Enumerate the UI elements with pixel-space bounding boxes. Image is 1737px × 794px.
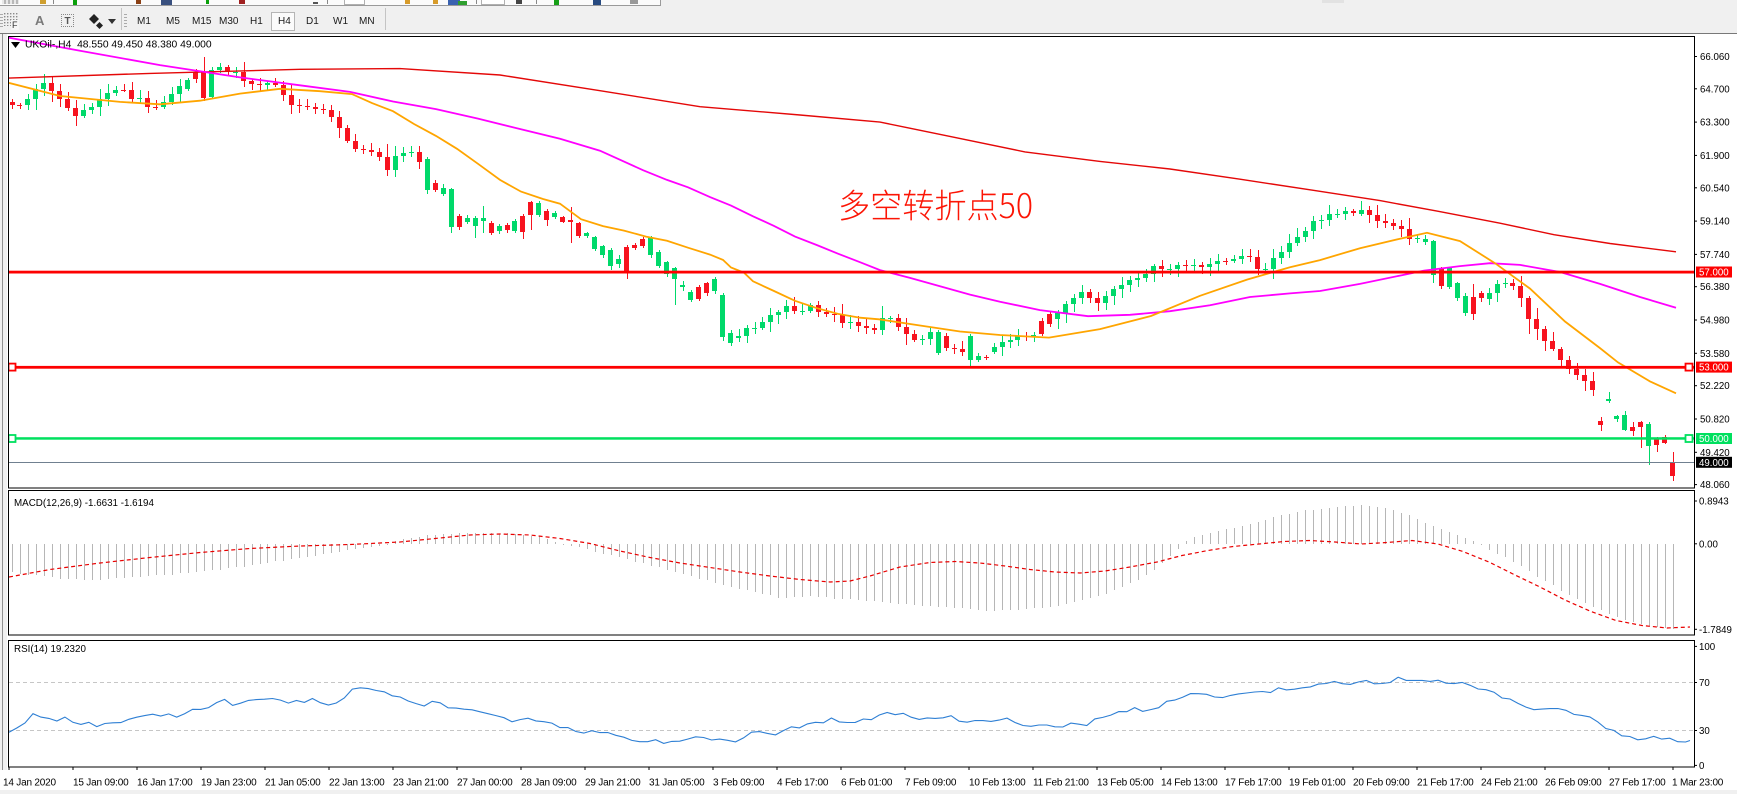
svg-text:53.580: 53.580 [1700, 349, 1730, 360]
svg-text:14 Jan 2020: 14 Jan 2020 [3, 778, 56, 789]
svg-text:48.060: 48.060 [1700, 480, 1730, 491]
svg-text:50.820: 50.820 [1700, 415, 1730, 426]
svg-text:20 Feb 09:00: 20 Feb 09:00 [1353, 778, 1410, 789]
svg-text:3 Feb 09:00: 3 Feb 09:00 [713, 778, 765, 789]
svg-text:27 Feb 17:00: 27 Feb 17:00 [1609, 778, 1666, 789]
svg-text:54.980: 54.980 [1700, 316, 1730, 327]
svg-text:4 Feb 17:00: 4 Feb 17:00 [777, 778, 829, 789]
svg-text:1 Mar 23:00: 1 Mar 23:00 [1672, 778, 1724, 789]
svg-text:52.220: 52.220 [1700, 381, 1730, 392]
svg-text:24 Feb 21:00: 24 Feb 21:00 [1481, 778, 1538, 789]
svg-text:100: 100 [1699, 642, 1716, 653]
svg-text:66.060: 66.060 [1700, 52, 1730, 63]
svg-text:21 Feb 17:00: 21 Feb 17:00 [1417, 778, 1474, 789]
svg-text:13 Feb 05:00: 13 Feb 05:00 [1097, 778, 1154, 789]
svg-text:53.000: 53.000 [1699, 363, 1729, 374]
svg-text:19 Jan 23:00: 19 Jan 23:00 [201, 778, 257, 789]
svg-text:56.380: 56.380 [1700, 282, 1730, 293]
svg-text:59.140: 59.140 [1700, 217, 1730, 228]
svg-text:10 Feb 13:00: 10 Feb 13:00 [969, 778, 1026, 789]
svg-text:49.420: 49.420 [1700, 448, 1730, 459]
svg-text:60.540: 60.540 [1700, 183, 1730, 194]
svg-text:64.700: 64.700 [1700, 84, 1730, 95]
svg-text:15 Jan 09:00: 15 Jan 09:00 [73, 778, 129, 789]
svg-text:31 Jan 05:00: 31 Jan 05:00 [649, 778, 705, 789]
svg-text:57.740: 57.740 [1700, 250, 1730, 261]
svg-text:21 Jan 05:00: 21 Jan 05:00 [265, 778, 321, 789]
svg-text:26 Feb 09:00: 26 Feb 09:00 [1545, 778, 1602, 789]
svg-text:19 Feb 01:00: 19 Feb 01:00 [1289, 778, 1346, 789]
svg-text:63.300: 63.300 [1700, 118, 1730, 129]
svg-text:57.000: 57.000 [1699, 268, 1729, 279]
svg-text:27 Jan 00:00: 27 Jan 00:00 [457, 778, 513, 789]
svg-text:28 Jan 09:00: 28 Jan 09:00 [521, 778, 577, 789]
svg-text:30: 30 [1699, 726, 1710, 737]
svg-text:70: 70 [1699, 678, 1710, 689]
svg-text:49.000: 49.000 [1699, 458, 1729, 469]
svg-text:7 Feb 09:00: 7 Feb 09:00 [905, 778, 957, 789]
svg-text:11 Feb 21:00: 11 Feb 21:00 [1033, 778, 1089, 789]
svg-text:0.00: 0.00 [1699, 539, 1718, 550]
svg-text:6 Feb 01:00: 6 Feb 01:00 [841, 778, 893, 789]
svg-text:23 Jan 21:00: 23 Jan 21:00 [393, 778, 449, 789]
svg-text:UKOil-,H4 48.550 49.450 48.38: UKOil-,H4 48.550 49.450 48.380 49.000 [25, 40, 212, 51]
svg-text:16 Jan 17:00: 16 Jan 17:00 [137, 778, 193, 789]
svg-text:MACD(12,26,9) -1.6631 -1.6194: MACD(12,26,9) -1.6631 -1.6194 [14, 498, 155, 509]
svg-text:29 Jan 21:00: 29 Jan 21:00 [585, 778, 641, 789]
svg-text:61.900: 61.900 [1700, 151, 1730, 162]
svg-text:0: 0 [1699, 761, 1705, 772]
svg-text:50.000: 50.000 [1699, 434, 1729, 445]
svg-text:0.8943: 0.8943 [1699, 497, 1729, 508]
svg-text:RSI(14) 19.2320: RSI(14) 19.2320 [14, 644, 86, 655]
svg-text:14 Feb 13:00: 14 Feb 13:00 [1161, 778, 1218, 789]
svg-text:-1.7849: -1.7849 [1699, 625, 1732, 636]
svg-text:22 Jan 13:00: 22 Jan 13:00 [329, 778, 385, 789]
svg-text:17 Feb 17:00: 17 Feb 17:00 [1225, 778, 1282, 789]
